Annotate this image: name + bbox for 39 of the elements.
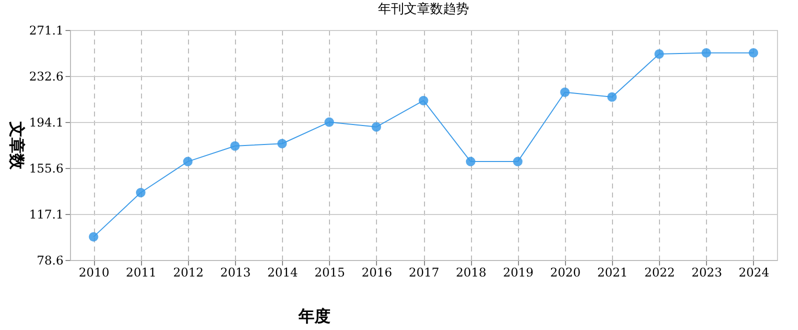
x-tick-label: 2013: [220, 266, 251, 280]
y-tick-label: 271.1: [29, 24, 64, 38]
point: [183, 156, 193, 166]
point: [136, 188, 146, 198]
x-tick-label: 2017: [408, 266, 440, 280]
x-tick-label: 2012: [173, 266, 204, 280]
point: [88, 232, 98, 242]
point: [277, 138, 287, 148]
x-tick-label: 2018: [456, 266, 486, 280]
y-tick-label: 78.6: [36, 254, 64, 268]
x-tick-label: 2023: [692, 266, 722, 280]
x-tick-label: 2019: [502, 266, 534, 280]
point: [513, 156, 523, 166]
y-tick-label: 232.6: [29, 70, 64, 84]
point: [654, 49, 664, 59]
y-tick-label: 155.6: [29, 162, 64, 176]
y-axis-title: 文章数: [8, 120, 26, 170]
x-tick-label: 2016: [362, 266, 392, 280]
point: [230, 141, 240, 151]
point: [607, 92, 617, 102]
y-tick-label: 194.1: [29, 116, 64, 130]
y-tick-label: 117.1: [29, 208, 64, 222]
point: [748, 48, 758, 58]
x-tick-label: 2011: [126, 266, 156, 280]
x-tick-label: 2015: [314, 266, 346, 280]
x-axis-title: 年度: [298, 306, 330, 326]
chart-title: 年刊文章数趋势: [378, 2, 469, 17]
x-tick-label: 2020: [550, 266, 581, 280]
point: [560, 88, 570, 97]
point: [418, 96, 428, 106]
point: [324, 117, 334, 127]
x-tick-label: 2010: [78, 266, 110, 280]
x-tick-label: 2021: [597, 266, 628, 280]
x-tick-label: 2014: [267, 266, 298, 280]
x-tick-label: 2022: [644, 266, 675, 280]
point: [372, 122, 382, 132]
point: [466, 156, 476, 166]
point: [702, 48, 712, 58]
x-tick-label: 2024: [738, 266, 770, 280]
